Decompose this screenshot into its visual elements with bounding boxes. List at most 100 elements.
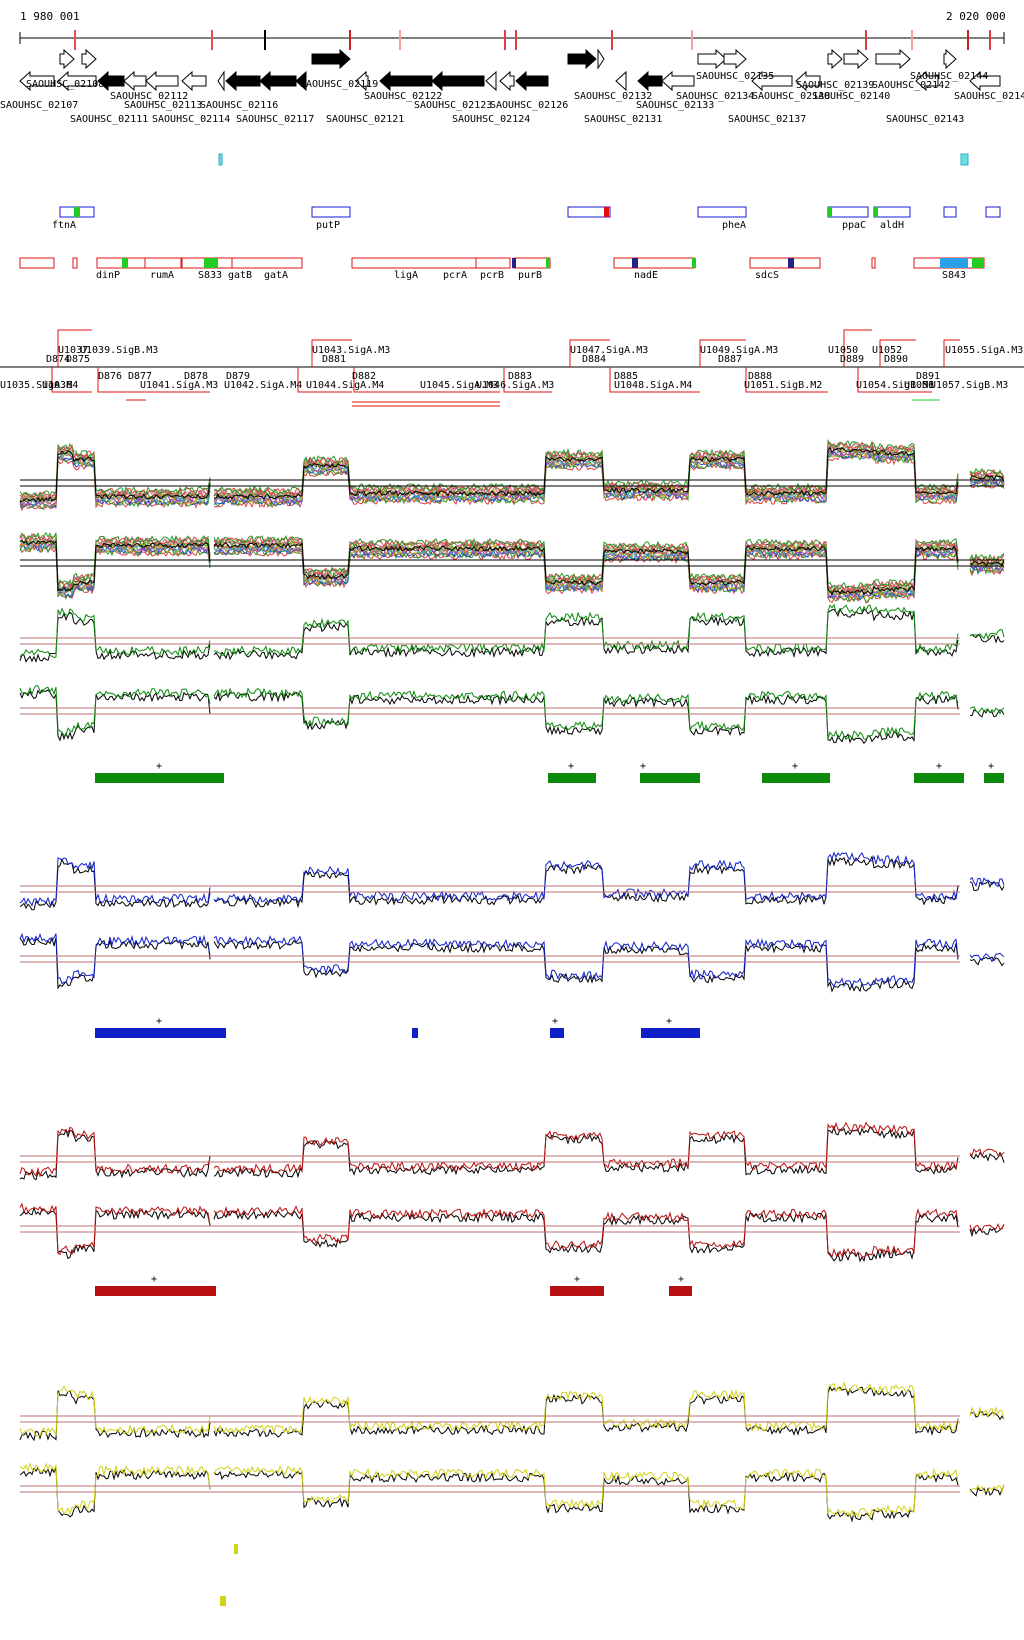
plus-label: + — [156, 761, 162, 772]
feature-label[interactable]: ligA — [394, 270, 418, 281]
gene-label[interactable]: SAOUHSC_02135 — [696, 71, 774, 82]
gene-label[interactable]: SAOUHSC_02116 — [200, 100, 278, 111]
gene-label[interactable]: SAOUHSC_02117 — [236, 114, 314, 125]
segment-label[interactable]: U1050 — [828, 345, 858, 356]
gene-track: SAOUHSC_02107 SAOUHSC_02108 SAOUHSC_0211… — [0, 48, 1024, 125]
gene-label[interactable]: SAOUHSC_02133 — [636, 100, 714, 111]
feature-label[interactable]: pheA — [722, 220, 746, 231]
segment-label[interactable]: D885 — [614, 371, 638, 382]
feature-label[interactable]: pcrB — [480, 270, 504, 281]
gene-label[interactable]: SAOUHSC_02112 — [110, 91, 188, 102]
segment-label[interactable]: D884 — [582, 354, 606, 365]
segment-label[interactable]: U1043.SigA.M3 — [312, 345, 390, 356]
gene-label[interactable]: SAOUHSC_02114 — [152, 114, 230, 125]
segment-label[interactable]: U1056 — [904, 380, 934, 391]
feature-label[interactable]: purB — [518, 270, 542, 281]
signal-trace — [19, 857, 211, 911]
signal-trace — [213, 534, 959, 590]
segment-label[interactable]: D889 — [840, 354, 864, 365]
segment-label[interactable]: U1039.SigB.M3 — [80, 345, 158, 356]
signal-trace — [19, 531, 211, 588]
segment-label[interactable]: U1047.SigA.M3 — [570, 345, 648, 356]
segment-label[interactable]: D888 — [748, 371, 772, 382]
gene-label[interactable]: SAOUHSC_02139 — [796, 80, 874, 91]
segment-label[interactable]: U1037 — [58, 345, 88, 356]
gene-arrow — [751, 70, 793, 92]
segment-label[interactable]: D875 — [66, 354, 90, 365]
gene-label[interactable]: SAOUHSC_02142 — [872, 80, 950, 91]
gene-arrow — [145, 70, 179, 92]
signal-trace — [969, 553, 1005, 563]
feature-label[interactable]: ftnA — [52, 220, 76, 231]
segment-label[interactable]: D874 — [46, 354, 70, 365]
segment-label[interactable]: U1045.SigA.M3 — [420, 380, 498, 391]
segment-label[interactable]: U1048.SigA.M4 — [614, 380, 692, 391]
feature-label[interactable]: ppaC — [842, 220, 866, 231]
segment-label[interactable]: U1044.SigA.M4 — [306, 380, 384, 391]
segment-label[interactable]: U1041.SigA.M3 — [140, 380, 218, 391]
gene-label[interactable]: SAOUHSC_02143 — [886, 114, 964, 125]
gene-label[interactable]: SAOUHSC_02122 — [364, 91, 442, 102]
gene-label[interactable]: SAOUHSC_02123 — [414, 100, 492, 111]
signal-trace — [969, 876, 1005, 888]
segment-label[interactable]: D887 — [718, 354, 742, 365]
gene-label[interactable]: SAOUHSC_02134 — [676, 91, 754, 102]
segment-label[interactable]: U1054.SigB.M3 — [856, 380, 934, 391]
feature-label[interactable]: gatB — [228, 270, 252, 281]
feature-mark — [692, 258, 696, 268]
feature-label[interactable]: nadE — [634, 270, 658, 281]
segment-label[interactable]: U1046.SigA.M3 — [476, 380, 554, 391]
segment-label[interactable]: D881 — [322, 354, 346, 365]
gene-label[interactable]: SAOUHSC_02140 — [812, 91, 890, 102]
gene-arrow — [637, 70, 663, 92]
gene-label[interactable]: SAOUHSC_02126 — [490, 100, 568, 111]
gene-label[interactable]: SAOUHSC_02131 — [584, 114, 662, 125]
gene-label[interactable]: SAOUHSC_02113 — [124, 100, 202, 111]
segment-label[interactable]: U1052 — [872, 345, 902, 356]
signal-trace — [19, 539, 211, 592]
segment-label[interactable]: D877 — [128, 371, 152, 382]
feature-label[interactable]: S843 — [942, 270, 966, 281]
signal-trace — [969, 952, 1005, 963]
segment-label[interactable]: D882 — [352, 371, 376, 382]
segment-label[interactable]: D891 — [916, 371, 940, 382]
signal-trace — [19, 450, 211, 503]
gene-arrow — [661, 70, 695, 92]
segment-label[interactable]: D883 — [508, 371, 532, 382]
feature-label[interactable]: putP — [316, 220, 340, 231]
feature-label[interactable]: rumA — [150, 270, 174, 281]
gene-label[interactable]: SAOUHSC_02132 — [574, 91, 652, 102]
feature-label[interactable]: aldH — [880, 220, 904, 231]
gene-label[interactable]: SAOUHSC_02119 — [300, 79, 378, 90]
gene-label[interactable]: SAOUHSC_02145 — [954, 91, 1024, 102]
segment-label[interactable]: U1035.SigA.M4 — [0, 380, 78, 391]
gene-label[interactable]: SAOUHSC_02137 — [728, 114, 806, 125]
segment-label[interactable]: U1036 — [42, 380, 72, 391]
feature-box — [231, 257, 303, 269]
segment-label[interactable]: D890 — [884, 354, 908, 365]
signal-trace — [19, 545, 211, 600]
gene-label[interactable]: SAOUHSC_02108 — [26, 79, 104, 90]
gene-arrow — [225, 70, 261, 92]
segment-label[interactable]: D878 — [184, 371, 208, 382]
gene-label[interactable]: SAOUHSC_02111 — [70, 114, 148, 125]
significance-bar — [762, 773, 830, 783]
segment-label[interactable]: D879 — [226, 371, 250, 382]
segment-label[interactable]: U1051.SigB.M2 — [744, 380, 822, 391]
feature-label[interactable]: dinP — [96, 270, 120, 281]
gene-label[interactable]: SAOUHSC_02121 — [326, 114, 404, 125]
segment-label[interactable]: U1049.SigA.M3 — [700, 345, 778, 356]
segment-label[interactable]: U1055.SigA.M3 — [945, 345, 1023, 356]
gene-label[interactable]: SAOUHSC_02107 — [0, 100, 78, 111]
feature-label[interactable]: gatA — [264, 270, 288, 281]
segment-label[interactable]: U1042.SigA.M4 — [224, 380, 302, 391]
segment-label[interactable]: D876 — [98, 371, 122, 382]
gene-label[interactable]: SAOUHSC_02124 — [452, 114, 530, 125]
feature-label[interactable]: sdcS — [755, 270, 779, 281]
segment-label[interactable]: U1057.SigB.M3 — [930, 380, 1008, 391]
feature-label[interactable]: pcrA — [443, 270, 467, 281]
feature-box — [749, 257, 821, 269]
gene-label[interactable]: SAOUHSC_02144 — [910, 71, 988, 82]
feature-label[interactable]: S833 — [198, 270, 222, 281]
gene-label[interactable]: SAOUHSC_02138 — [752, 91, 830, 102]
